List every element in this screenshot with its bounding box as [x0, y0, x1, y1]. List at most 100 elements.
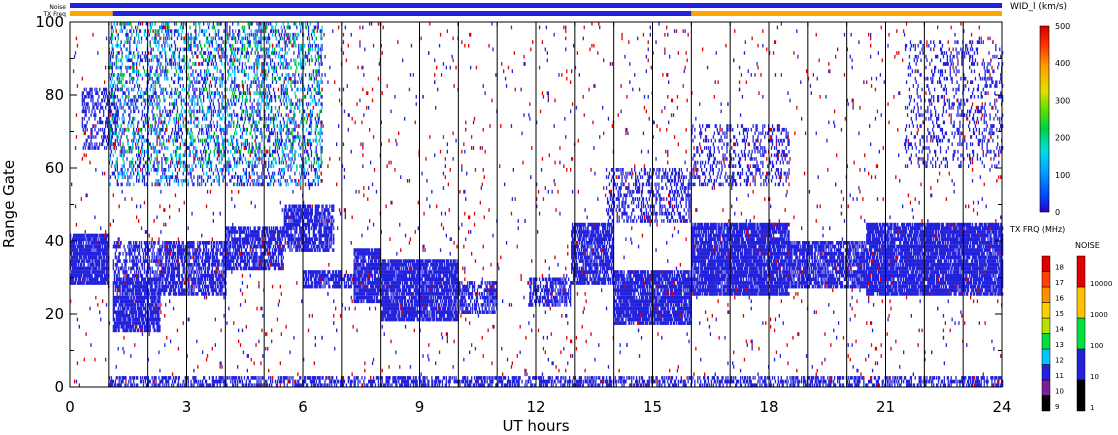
data-cell	[547, 288, 549, 293]
data-cell	[458, 288, 460, 293]
data-cell	[451, 284, 453, 289]
data-cell	[319, 241, 321, 245]
data-cell	[140, 303, 143, 307]
data-cell	[127, 244, 129, 249]
scatter-cells	[70, 22, 1004, 387]
data-cell	[76, 255, 79, 260]
data-cell	[269, 226, 271, 231]
data-cell	[375, 281, 378, 285]
data-cell	[446, 314, 448, 318]
data-cell	[380, 317, 382, 322]
data-cell	[285, 219, 287, 223]
data-cell	[408, 270, 411, 274]
data-cell	[473, 303, 476, 307]
data-cell	[125, 317, 127, 322]
data-cell	[177, 273, 180, 278]
data-cell	[421, 273, 423, 278]
data-cell	[105, 266, 107, 271]
data-cell	[278, 266, 280, 271]
data-cell	[254, 226, 256, 231]
data-cell	[276, 230, 279, 234]
data-cell	[225, 266, 227, 271]
data-cell	[291, 233, 293, 238]
data-cell	[78, 277, 80, 282]
data-cell	[127, 314, 129, 318]
data-cell	[365, 259, 367, 263]
data-cell	[393, 314, 395, 318]
data-cell	[288, 222, 290, 227]
data-cell	[411, 270, 413, 274]
data-cell	[363, 277, 365, 282]
data-cell	[394, 284, 396, 289]
data-cell	[96, 248, 98, 252]
data-cell	[440, 259, 443, 263]
data-cell	[134, 251, 136, 256]
data-cell	[299, 219, 301, 223]
data-cell	[341, 277, 344, 282]
data-cell	[298, 208, 300, 212]
data-cell	[162, 244, 164, 249]
data-cell	[216, 241, 218, 245]
data-cell	[94, 251, 96, 256]
data-cell	[265, 251, 267, 256]
data-cell	[538, 295, 541, 300]
data-cell	[370, 259, 372, 263]
data-cell	[119, 281, 121, 285]
data-cell	[117, 306, 119, 311]
data-cell	[132, 281, 134, 285]
data-cell	[118, 255, 120, 260]
data-cell	[449, 288, 451, 293]
data-cell	[204, 251, 207, 256]
data-cell	[97, 248, 99, 252]
data-cell	[443, 299, 446, 304]
data-cell	[152, 299, 154, 304]
data-cell	[366, 284, 368, 289]
data-cell	[135, 314, 137, 318]
data-cell	[212, 292, 214, 296]
data-cell	[133, 292, 135, 296]
data-cell	[297, 208, 299, 212]
data-cell	[92, 262, 94, 267]
data-cell	[262, 255, 264, 260]
data-cell	[171, 270, 173, 274]
data-cell	[342, 277, 345, 282]
data-cell	[385, 299, 387, 304]
data-cell	[255, 230, 257, 234]
data-cell	[216, 281, 218, 285]
data-cell	[127, 284, 129, 289]
data-cell	[304, 208, 307, 212]
data-cell	[204, 273, 206, 278]
data-cell	[172, 277, 175, 282]
data-cell	[489, 299, 491, 304]
data-cell	[431, 303, 433, 307]
data-cell	[71, 281, 74, 285]
data-cell	[547, 295, 549, 300]
data-cell	[138, 288, 140, 293]
data-cell	[399, 314, 401, 318]
data-cell	[149, 306, 151, 311]
data-cell	[147, 248, 149, 252]
data-cell	[396, 292, 398, 296]
data-cell	[123, 324, 125, 329]
data-cell	[392, 277, 394, 282]
data-cell	[402, 299, 404, 304]
data-cell	[414, 310, 416, 314]
data-cell	[348, 277, 350, 282]
data-cell	[288, 237, 290, 241]
data-cell	[155, 255, 157, 260]
data-cell	[121, 303, 123, 307]
data-cell	[134, 284, 136, 289]
data-cell	[96, 270, 98, 274]
data-cell	[77, 270, 80, 274]
data-cell	[410, 303, 413, 307]
data-cell	[161, 262, 163, 267]
data-cell	[395, 303, 397, 307]
data-cell	[129, 321, 131, 325]
data-cell	[447, 281, 449, 285]
data-cell	[112, 266, 114, 271]
data-cell	[98, 251, 100, 256]
data-cell	[322, 233, 324, 238]
data-cell	[391, 314, 393, 318]
data-cell	[270, 233, 272, 238]
data-cell	[268, 244, 270, 249]
